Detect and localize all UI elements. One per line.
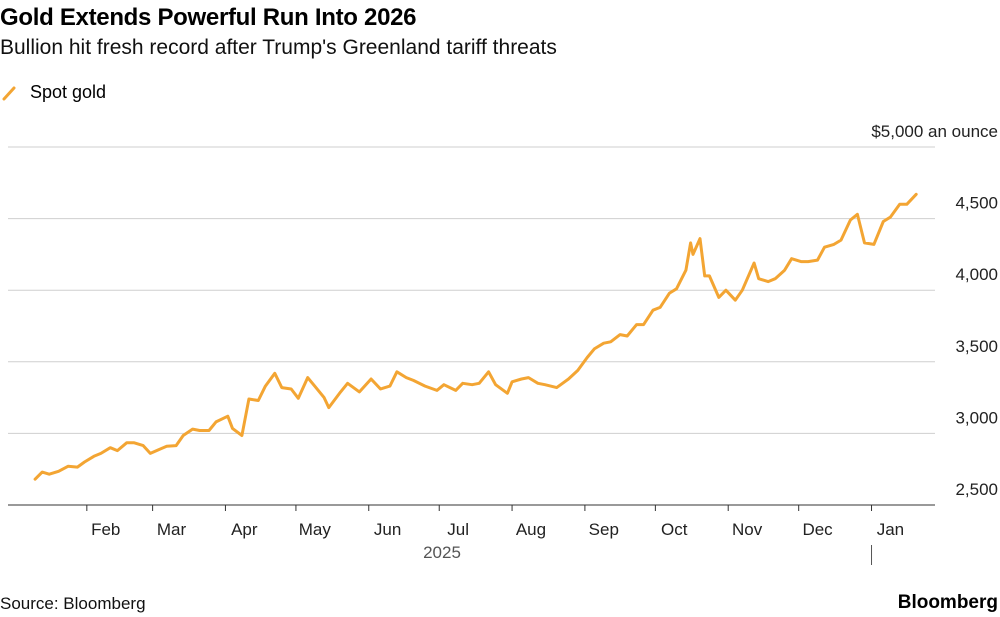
x-tick-label: Jul [447,520,469,539]
x-tick-label: Oct [661,520,688,539]
x-tick-label: Aug [516,520,546,539]
y-tick-label: 3,000 [955,408,998,427]
x-tick-label: May [299,520,332,539]
brand-logo: Bloomberg [897,592,998,613]
x-tick-label: Mar [157,520,187,539]
y-tick-label: 2,500 [955,480,998,499]
x-tick-label: Feb [91,520,120,539]
chart-title: Gold Extends Powerful Run Into 2026 [0,4,417,31]
x-tick-label: Dec [802,520,833,539]
legend: Spot gold [0,82,106,103]
chart-subtitle: Bullion hit fresh record after Trump's G… [0,36,557,59]
y-tick-label: 4,000 [955,265,998,284]
x-tick-label: Nov [732,520,763,539]
y-tick-label: 3,500 [955,337,998,356]
x-tick-label: Jun [374,520,401,539]
legend-label: Spot gold [30,82,107,102]
series-line-spot-gold [33,192,918,481]
legend-swatch-icon [2,86,16,100]
x-tick-label: Sep [589,520,619,539]
y-tick-label: 4,500 [955,194,998,213]
x-year-label: 2025 [423,543,461,562]
x-tick-label: Jan [877,520,904,539]
y-unit-label: $5,000 an ounce [871,122,998,141]
line-chart: $5,000 an ounce 2,500 3,000 3,500 4,000 4,500… [8,122,998,565]
source-note: Source: Bloomberg [0,594,146,613]
x-tick-label: Apr [231,520,258,539]
